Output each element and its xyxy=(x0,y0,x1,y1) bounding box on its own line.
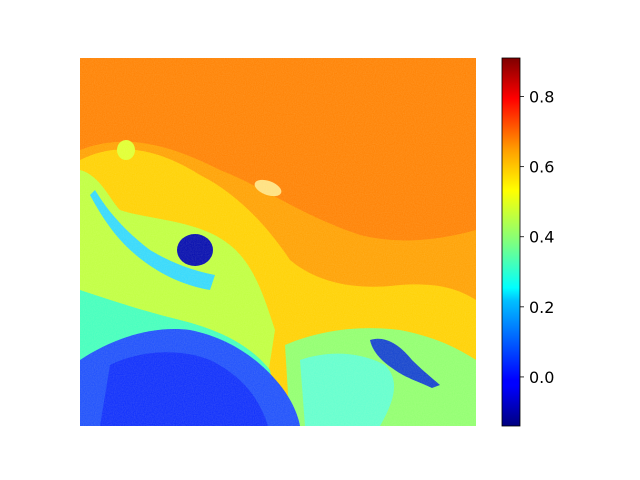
colorbar-tick-label: 0.0 xyxy=(529,368,554,387)
colorbar-tick-label: 0.4 xyxy=(529,228,554,247)
colorbar-tick-label: 0.8 xyxy=(529,88,554,107)
colorbar-gradient xyxy=(502,58,520,426)
colorbar-tick-label: 0.2 xyxy=(529,298,554,317)
heatmap-image xyxy=(80,58,476,426)
colorbar-tick-label: 0.6 xyxy=(529,158,554,177)
colorbar-frame xyxy=(501,57,521,427)
colorbar: 0.0 0.2 0.4 0.6 0.8 xyxy=(501,57,554,427)
